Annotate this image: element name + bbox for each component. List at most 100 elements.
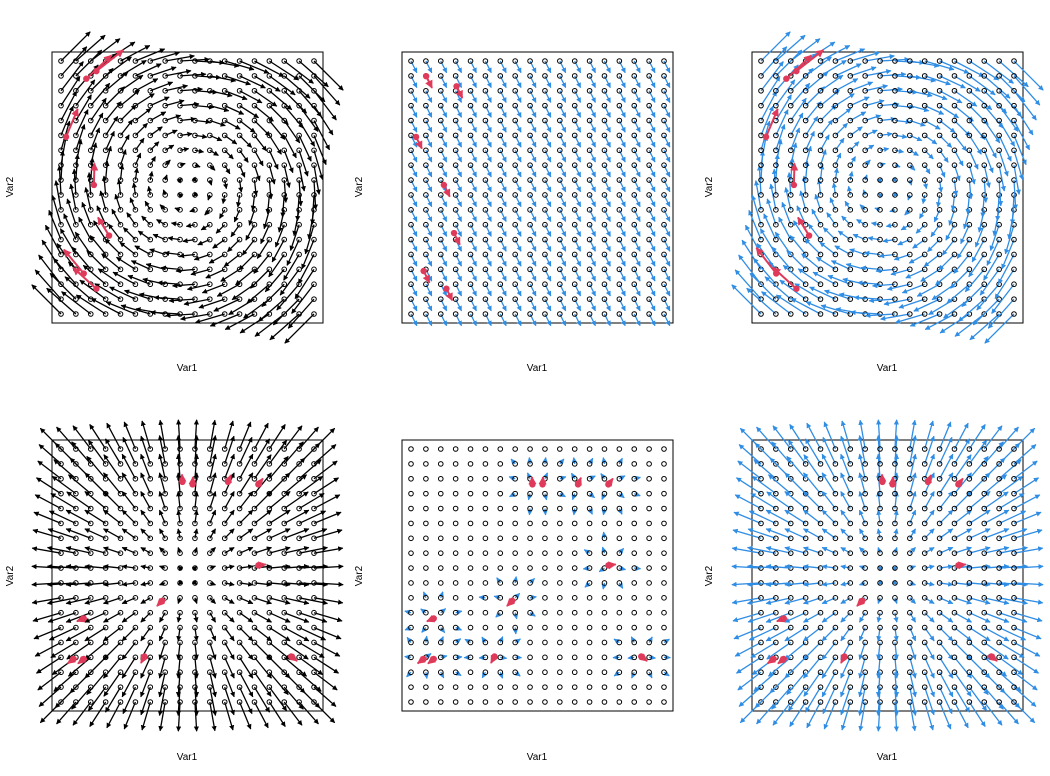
grid-point xyxy=(497,490,504,497)
field-arrow xyxy=(1013,427,1036,450)
grid-point xyxy=(601,609,608,616)
field-arrow xyxy=(84,186,92,210)
grid-point xyxy=(117,147,124,154)
grid-point xyxy=(177,296,183,302)
field-arrow xyxy=(149,111,167,122)
field-arrow xyxy=(49,272,77,300)
field-arrow xyxy=(953,454,972,480)
highlight-point xyxy=(605,562,612,569)
grid-point xyxy=(58,117,64,124)
grid-point xyxy=(408,147,414,154)
field-arrow xyxy=(268,60,300,81)
panel-4-ylabel: Var2 xyxy=(5,565,16,586)
field-arrow xyxy=(844,200,851,211)
field-arrow xyxy=(268,135,282,155)
field-arrow xyxy=(105,145,113,166)
grid-point xyxy=(147,87,154,94)
grid-point xyxy=(542,535,548,542)
grid-point xyxy=(73,207,79,213)
field-arrow xyxy=(66,491,92,510)
field-arrow xyxy=(103,612,121,623)
grid-point xyxy=(661,550,667,556)
grid-point xyxy=(951,117,958,124)
field-arrow xyxy=(149,156,157,166)
grid-point xyxy=(661,684,667,690)
field-arrow xyxy=(756,426,777,450)
grid-point xyxy=(281,117,288,124)
field-arrow xyxy=(157,280,181,286)
field-arrow xyxy=(82,264,107,285)
field-arrow xyxy=(924,597,935,605)
field-arrow xyxy=(954,528,972,539)
grid-point xyxy=(251,251,258,258)
field-arrow xyxy=(239,509,254,524)
grid-point xyxy=(281,281,288,288)
grid-point xyxy=(266,87,273,94)
grid-point xyxy=(117,162,124,168)
field-arrow xyxy=(150,66,177,77)
field-arrow xyxy=(313,75,341,106)
field-arrow xyxy=(150,81,174,92)
grid-point xyxy=(557,699,563,705)
field-arrow xyxy=(455,609,463,615)
grid-point xyxy=(192,117,198,124)
grid-point xyxy=(147,117,154,124)
grid-point xyxy=(251,117,258,124)
grid-point xyxy=(571,609,578,616)
grid-point xyxy=(646,684,652,690)
field-arrow xyxy=(627,654,635,661)
grid-point xyxy=(631,520,638,527)
grid-point xyxy=(73,73,79,79)
grid-point xyxy=(117,132,124,139)
grid-point xyxy=(58,177,64,183)
grid-point xyxy=(408,699,414,705)
field-arrow xyxy=(209,313,240,327)
grid-point xyxy=(236,490,243,497)
grid-point xyxy=(601,669,608,676)
grid-point xyxy=(296,207,302,213)
field-arrow xyxy=(298,426,319,450)
grid-point xyxy=(571,102,578,109)
grid-point xyxy=(251,73,258,79)
field-arrow xyxy=(109,286,136,300)
grid-point xyxy=(132,147,139,154)
grid-point xyxy=(207,296,213,302)
field-arrow xyxy=(254,313,285,337)
panel-3-xlabel: Var1 xyxy=(877,363,898,374)
grid-point xyxy=(221,236,228,243)
field-arrow xyxy=(268,90,293,111)
grid-point xyxy=(452,461,459,467)
field-arrow xyxy=(821,627,836,642)
grid-point xyxy=(221,162,228,168)
grid-point xyxy=(132,58,139,64)
panel-4-xlabel: Var1 xyxy=(177,752,198,763)
field-arrow xyxy=(268,165,276,185)
grid-point xyxy=(132,221,139,228)
field-arrow xyxy=(803,671,822,697)
grid-point xyxy=(73,102,79,109)
field-arrow xyxy=(253,135,268,152)
field-arrow xyxy=(294,268,315,300)
field-arrow xyxy=(283,165,291,189)
field-arrow xyxy=(980,194,986,218)
grid-point xyxy=(452,147,459,154)
panel-2-xlabel: Var1 xyxy=(527,363,548,374)
field-arrow xyxy=(280,194,286,218)
grid-point xyxy=(512,684,518,690)
grid-point xyxy=(437,221,444,228)
grid-point xyxy=(281,87,288,94)
field-arrow xyxy=(840,597,851,605)
field-arrow xyxy=(186,283,210,291)
grid-point xyxy=(482,490,489,497)
field-arrow xyxy=(224,491,235,509)
field-arrow xyxy=(122,227,136,241)
grid-point xyxy=(177,281,183,288)
grid-point xyxy=(132,132,139,139)
grid-point xyxy=(512,535,518,542)
field-arrow xyxy=(909,149,919,157)
highlight-point xyxy=(90,181,98,189)
grid-point xyxy=(408,490,414,497)
field-arrow xyxy=(269,313,300,341)
grid-point xyxy=(437,73,444,79)
grid-point xyxy=(236,73,243,79)
